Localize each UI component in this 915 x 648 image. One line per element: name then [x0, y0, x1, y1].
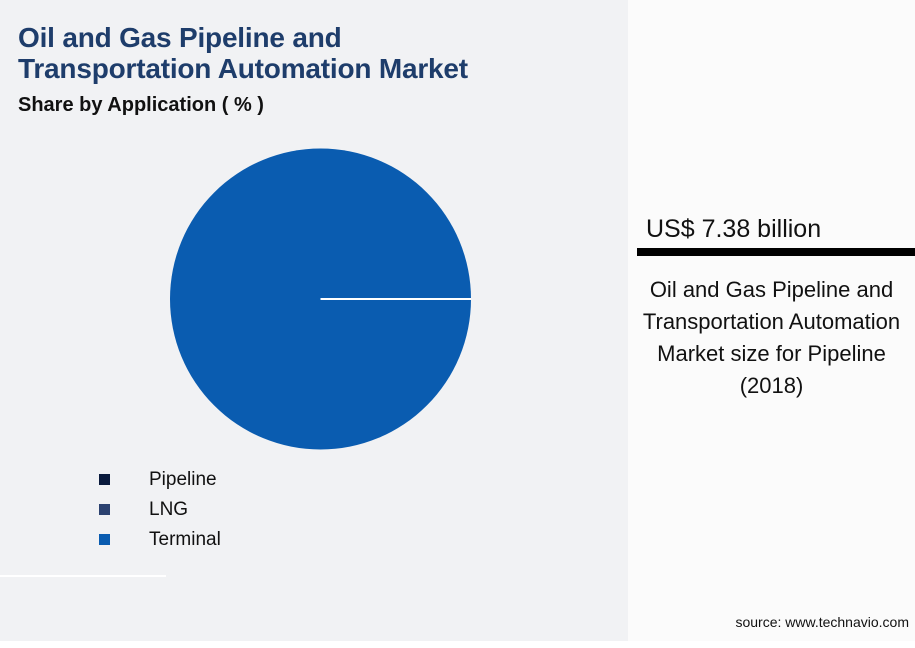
legend-label-pipeline: Pipeline	[149, 468, 217, 490]
kpi-caption: Oil and Gas Pipeline and Transportation …	[642, 277, 901, 398]
legend-item-pipeline[interactable]: Pipeline	[99, 464, 499, 494]
footer-divider	[0, 575, 166, 577]
kpi-value: US$ 7.38 billion	[646, 215, 822, 243]
legend-swatch-icon-lng	[99, 503, 110, 515]
pie-chart	[170, 148, 471, 450]
source-note: source: www.technavio.com	[735, 614, 909, 630]
legend-swatch-icon-pipeline	[99, 473, 110, 485]
legend-label-lng: LNG	[149, 498, 189, 520]
legend-label-terminal: Terminal	[149, 528, 221, 550]
kpi-underline-rule	[637, 248, 915, 256]
page-title-line-2: Transportation Automation Market	[18, 53, 468, 84]
chart-subtitle: Share by Application ( % )	[18, 94, 264, 116]
pie-chart-svg	[170, 148, 471, 450]
legend-item-terminal[interactable]: Terminal	[99, 524, 499, 554]
page-title-line-1: Oil and Gas Pipeline and	[18, 22, 342, 53]
legend-swatch-icon-terminal	[99, 533, 110, 545]
chart-legend: Pipeline LNG Terminal	[99, 464, 499, 554]
bottom-strip	[0, 641, 915, 648]
chart-panel: Oil and Gas Pipeline and Transportation …	[0, 22, 618, 577]
title-block: Oil and Gas Pipeline and Transportation …	[18, 22, 618, 117]
legend-item-lng[interactable]: LNG	[99, 494, 499, 524]
kpi-panel: US$ 7.38 billion Oil and Gas Pipeline an…	[628, 0, 915, 641]
